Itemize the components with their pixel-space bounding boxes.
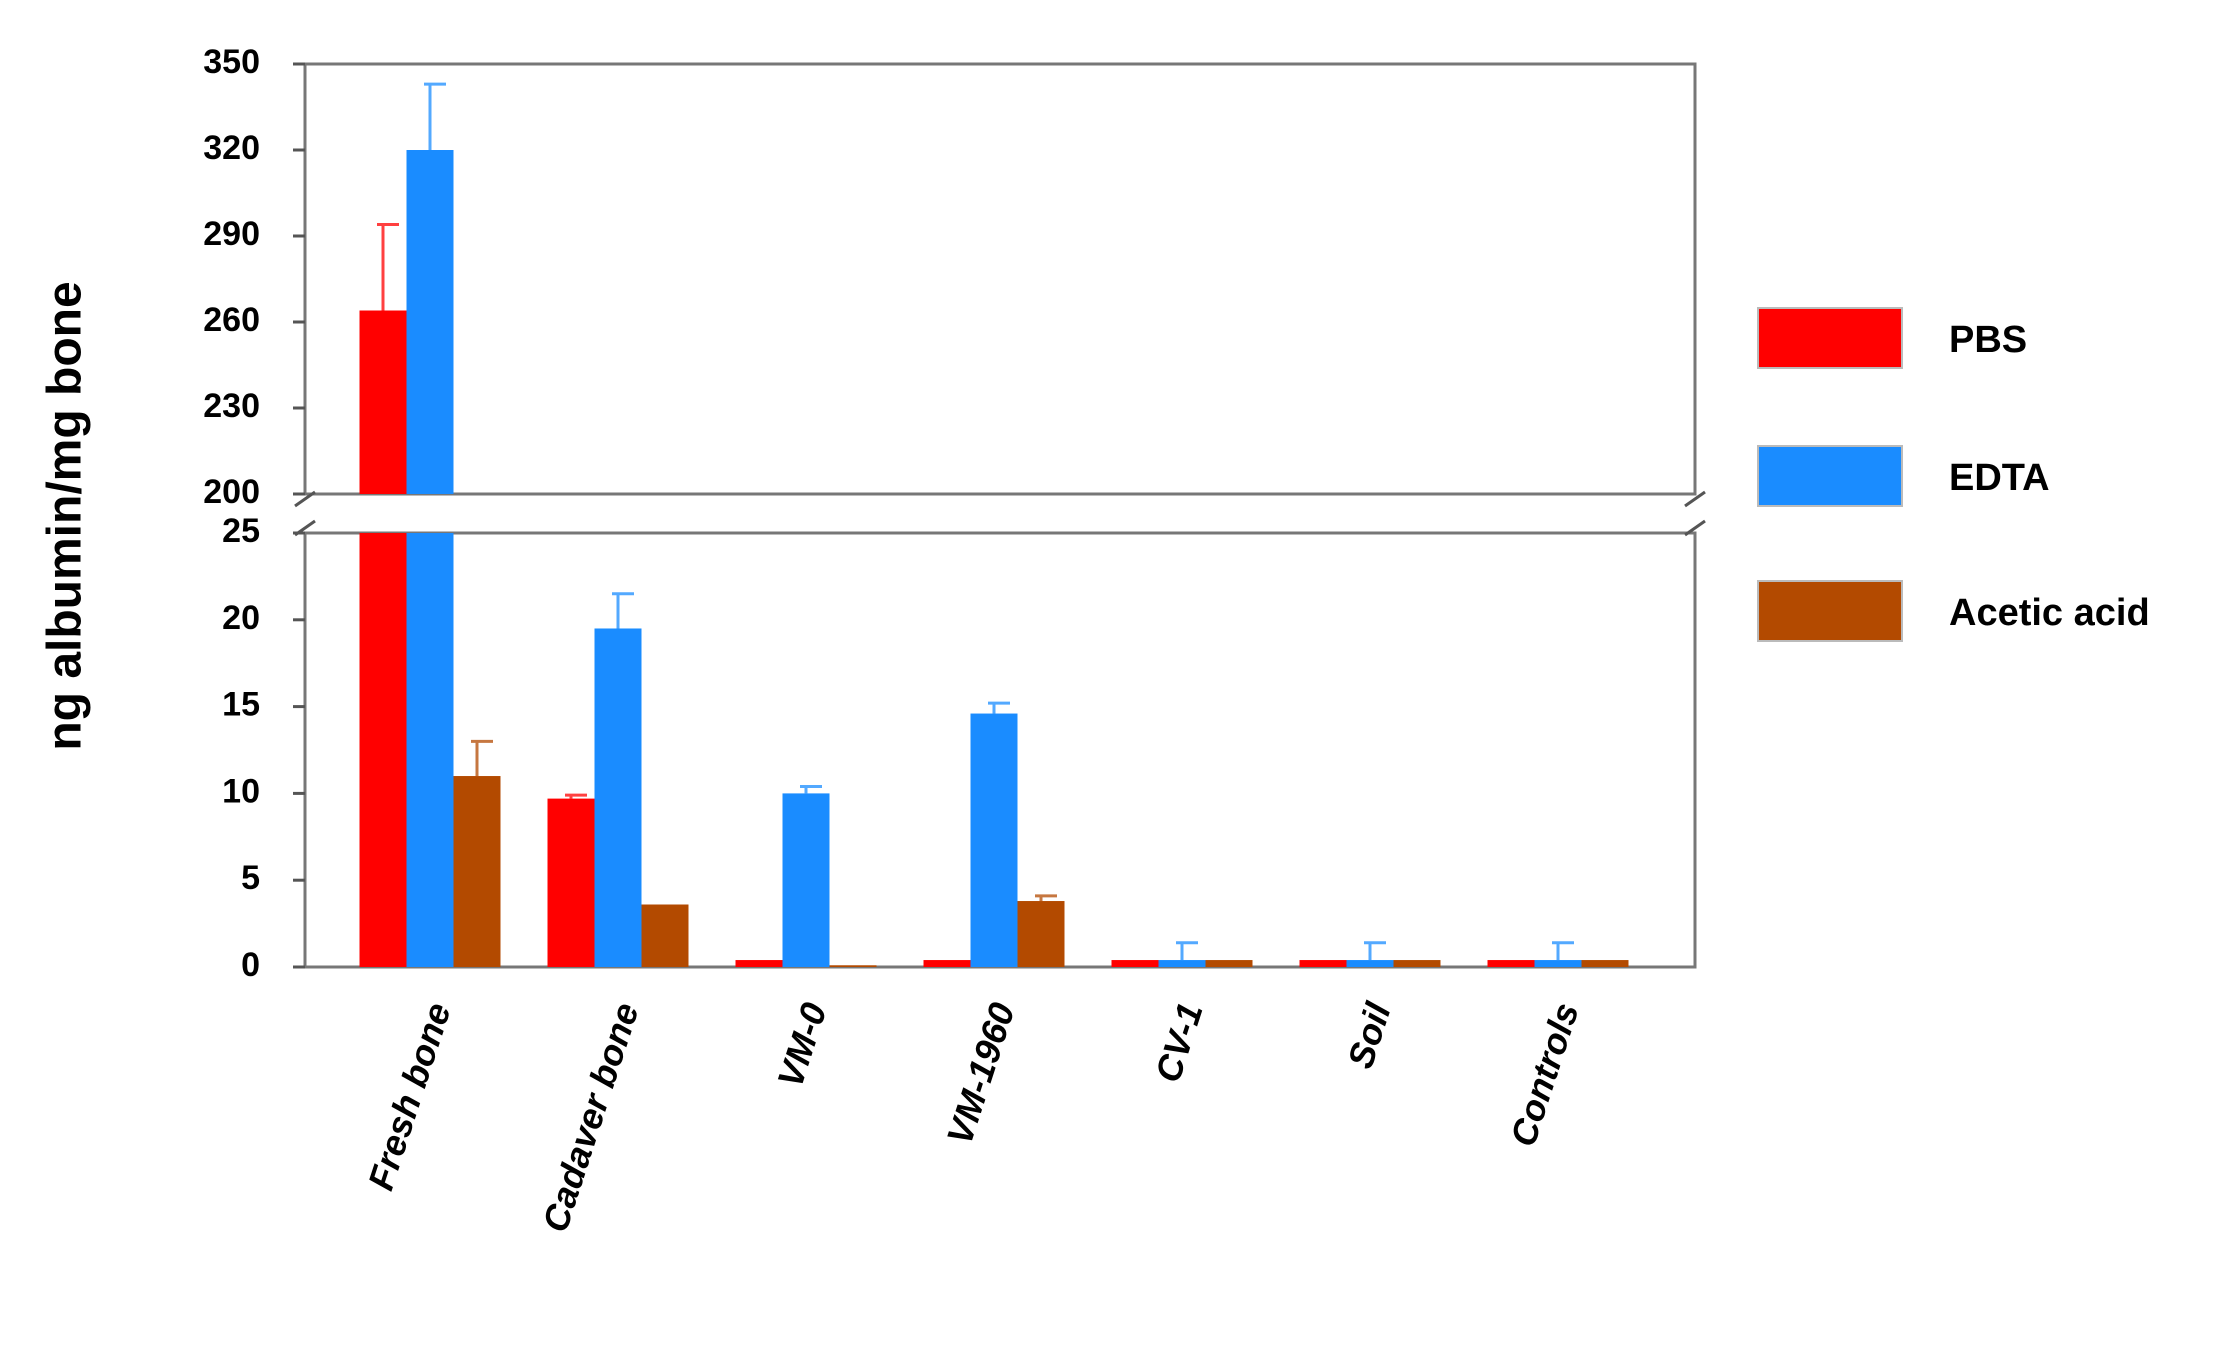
y-tick-label: 15 [222,686,260,724]
bar [641,904,689,967]
bar [970,713,1018,967]
legend-swatch [1757,580,1903,642]
legend-label: Acetic acid [1949,592,2150,634]
y-tick-label: 0 [241,946,260,984]
bar [1534,960,1582,967]
error-bar [1035,894,1057,902]
error-bar [377,223,399,311]
x-tick-label: Soil [1339,997,1399,1073]
legend-label: EDTA [1949,457,2050,499]
bar [923,960,971,967]
bar [1346,960,1394,967]
axis-break [1684,490,1706,508]
error-bar [424,82,446,150]
bar [453,776,501,967]
bar [735,960,783,967]
bar [782,793,830,967]
bar [594,628,642,967]
upper-plot-frame [303,62,1697,496]
y-tick-label: 20 [222,599,260,637]
bar [1111,960,1159,967]
error-bar [800,784,822,794]
bar [1158,960,1206,967]
error-bar [1364,941,1386,961]
bar [1017,901,1065,967]
bar [1299,960,1347,967]
error-bar [1176,941,1198,961]
y-tick-label: 260 [203,301,260,339]
x-tick-label: Fresh bone [360,998,459,1195]
bar [1581,960,1629,967]
y-tick-label: 200 [203,473,260,511]
y-tick-label: 25 [222,512,260,550]
error-bar [565,793,587,799]
x-tick-label: VM-0 [769,998,835,1092]
bar [406,150,454,967]
y-tick-label: 5 [241,859,260,897]
error-bar [471,739,493,777]
x-tick-label: CV-1 [1147,998,1211,1087]
x-tick-label: Controls [1502,998,1587,1151]
error-bar [1552,941,1574,961]
error-bar [988,701,1010,714]
bar [829,965,877,967]
legend-swatch [1757,307,1903,369]
x-tick-label: Cadaver bone [534,998,647,1237]
x-tick-label: VM-1960 [939,998,1023,1150]
bar [1487,960,1535,967]
y-tick-label: 320 [203,129,260,167]
bar [547,798,595,967]
axis-break [294,490,316,508]
y-axis-label: ng albumin/mg bone [39,281,92,750]
bar [1205,960,1253,967]
legend-swatch [1757,445,1903,507]
axis-break [1684,519,1706,537]
y-tick-label: 290 [203,215,260,253]
y-tick-label: 10 [222,772,260,810]
bar [359,310,407,967]
legend-label: PBS [1949,319,2027,361]
y-tick-label: 350 [203,43,260,81]
bar [1393,960,1441,967]
error-bar [612,592,634,629]
y-tick-label: 230 [203,387,260,425]
